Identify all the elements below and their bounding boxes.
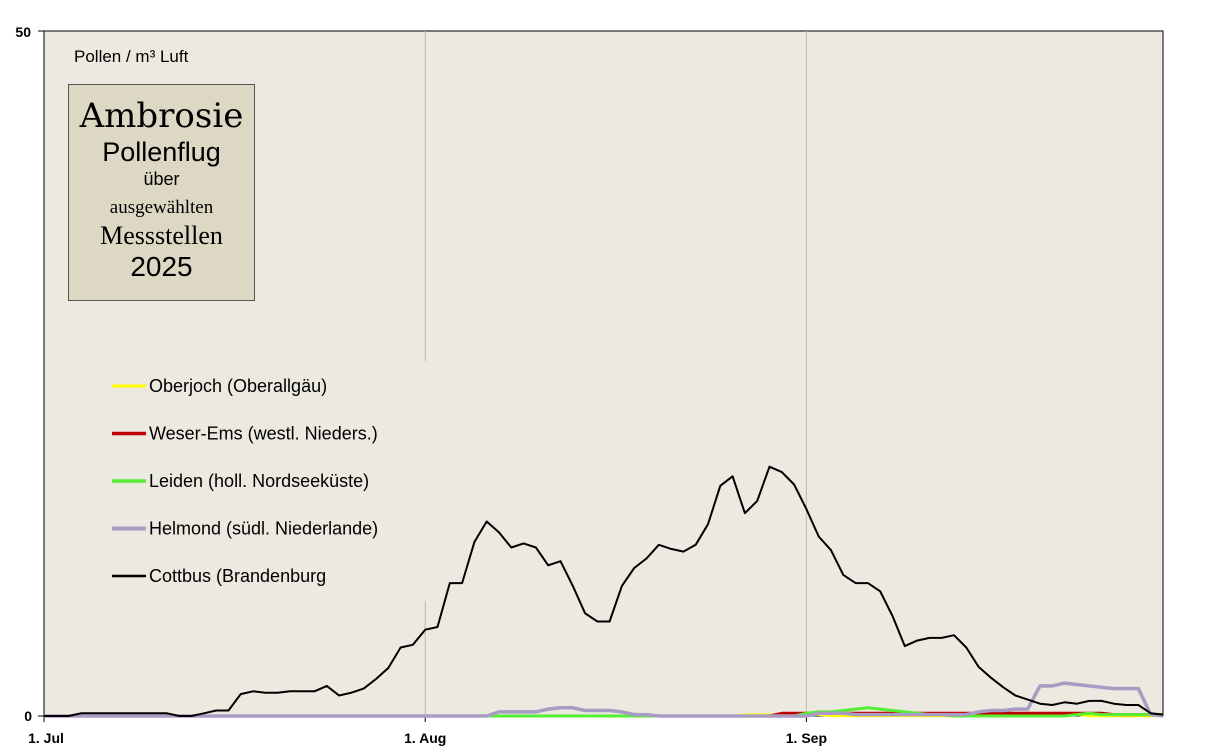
title-line-3: über bbox=[143, 169, 180, 189]
y-tick-label: 50 bbox=[15, 24, 31, 40]
legend: Oberjoch (Oberallgäu) Weser-Ems (westl. N… bbox=[112, 376, 378, 586]
title-line-2: Pollenflug bbox=[102, 137, 221, 167]
legend-label: Cottbus (Brandenburg bbox=[149, 566, 326, 586]
legend-label: Oberjoch (Oberallgäu) bbox=[149, 376, 327, 396]
series-lines bbox=[44, 465, 1164, 718]
x-tick-label: 1. Jul bbox=[28, 730, 64, 746]
title-line-5: Messstellen bbox=[100, 221, 223, 250]
title-line-4: ausgewählten bbox=[109, 197, 214, 218]
x-tick-label: 1. Sep bbox=[786, 730, 827, 746]
y-axis-unit-label: Pollen / m³ Luft bbox=[74, 47, 189, 66]
legend-label: Helmond (südl. Niederlande) bbox=[149, 519, 378, 539]
tick-labels: 50 0 1. Jul 1. Aug 1. Sep bbox=[15, 24, 827, 746]
gridlines bbox=[424, 31, 807, 716]
chart-title-box: Ambrosie Pollenflug über ausgewählten Me… bbox=[68, 84, 255, 301]
legend-label: Leiden (holl. Nordseeküste) bbox=[149, 471, 369, 491]
x-tick-label: 1. Aug bbox=[404, 730, 446, 746]
legend-label: Weser-Ems (westl. Nieders.) bbox=[149, 424, 378, 444]
y-tick-label: 0 bbox=[24, 708, 32, 724]
title-line-1: Ambrosie bbox=[79, 96, 244, 136]
title-line-6: 2025 bbox=[130, 251, 193, 282]
series-line-5 bbox=[44, 465, 1164, 717]
series-line-4 bbox=[44, 681, 1164, 718]
